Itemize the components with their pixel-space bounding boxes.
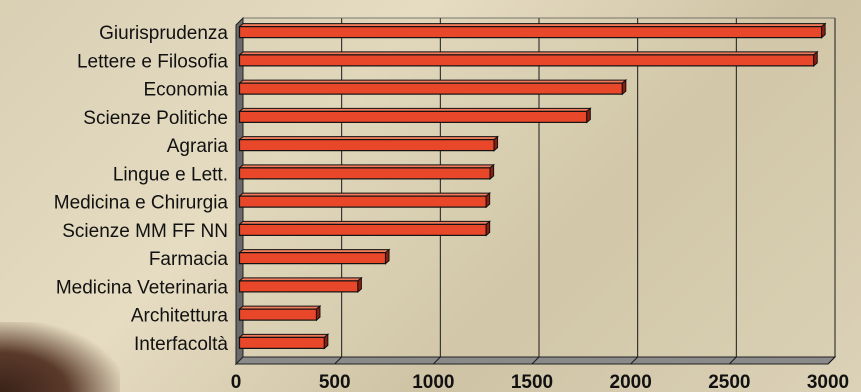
bar xyxy=(238,305,322,322)
bar-front-face xyxy=(238,167,491,180)
bar-end-face xyxy=(586,107,591,124)
category-label: Lingue e Lett. xyxy=(113,164,228,185)
category-label: Scienze Politiche xyxy=(83,108,228,129)
bar-end-face xyxy=(485,192,491,209)
category-labels: Giurisprudenza Lettere e Filosofia Economi… xyxy=(54,23,229,355)
category-label: Interfacoltà xyxy=(134,334,228,355)
x-tick-label: 500 xyxy=(319,372,351,392)
category-label: Scienze MM FF NN xyxy=(62,221,228,242)
bar-end-face xyxy=(385,248,390,265)
bar-end-face xyxy=(493,135,499,152)
bar-front-face xyxy=(238,110,588,123)
bar-end-face xyxy=(621,79,627,96)
bar-front-face xyxy=(238,223,487,236)
bar-end-face xyxy=(357,276,362,293)
bar-front-face xyxy=(238,139,495,152)
plot-area xyxy=(234,16,837,366)
category-label: Economia xyxy=(144,80,229,101)
x-tick-label: 0 xyxy=(231,372,242,392)
gridline-floor xyxy=(531,356,540,365)
bar-front-face xyxy=(238,252,387,265)
bar-end-face xyxy=(323,333,329,350)
bar-end-face xyxy=(489,163,495,180)
gridline-floor xyxy=(827,356,836,365)
x-tick-label: 3000 xyxy=(807,372,849,392)
bar xyxy=(238,50,819,67)
bar-end-face xyxy=(315,305,321,322)
bar xyxy=(238,79,628,96)
x-tick-label: 1500 xyxy=(511,372,553,392)
category-label: Agraria xyxy=(167,136,229,157)
bar xyxy=(238,192,492,209)
gridline-floor xyxy=(432,356,441,365)
bar xyxy=(238,248,391,265)
background-photo-corner xyxy=(0,322,120,392)
category-label: Medicina e Chirurgia xyxy=(54,193,229,214)
bar xyxy=(238,135,499,152)
gridline-floor xyxy=(630,356,639,365)
bar-end-face xyxy=(485,220,491,237)
x-tick-label: 2000 xyxy=(610,372,652,392)
bar-front-face xyxy=(238,54,815,67)
bar-front-face xyxy=(238,195,487,208)
gridline-floor xyxy=(728,356,737,365)
category-label: Architettura xyxy=(131,306,229,327)
bar-front-face xyxy=(238,26,823,39)
bar-front-face xyxy=(238,82,623,95)
x-tick-label: 1000 xyxy=(412,372,454,392)
x-tick-labels: 0 500 1000 1500 2000 2500 3000 xyxy=(231,372,849,392)
bar-end-face xyxy=(821,22,826,39)
bar-end-face xyxy=(813,50,818,67)
bar-front-face xyxy=(238,336,325,349)
category-label: Giurisprudenza xyxy=(99,23,228,44)
category-label: Farmacia xyxy=(149,249,229,270)
gridline-floor xyxy=(334,356,343,365)
bar-front-face xyxy=(238,308,318,321)
bar xyxy=(238,333,330,350)
bar xyxy=(238,22,827,39)
bar xyxy=(238,220,492,237)
bar xyxy=(238,163,495,180)
bars xyxy=(238,22,827,350)
category-label: Lettere e Filosofia xyxy=(77,51,228,72)
bar-front-face xyxy=(238,280,359,293)
category-label: Medicina Veterinaria xyxy=(56,277,229,298)
x-tick-label: 2500 xyxy=(708,372,750,392)
bar xyxy=(238,107,592,124)
bar xyxy=(238,276,363,293)
